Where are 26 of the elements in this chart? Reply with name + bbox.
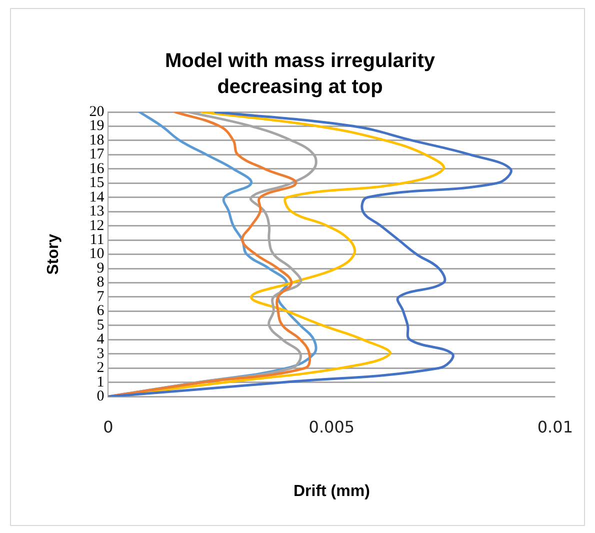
y-tick-label: 12 bbox=[89, 218, 104, 234]
y-tick-label: 3 bbox=[96, 346, 104, 362]
y-tick-label: 0 bbox=[96, 388, 104, 405]
y-tick-label: 4 bbox=[96, 332, 105, 348]
y-tick-label: 1 bbox=[96, 374, 104, 390]
y-axis-title: Story bbox=[45, 234, 62, 275]
x-tick-label: 0.005 bbox=[308, 417, 355, 436]
y-tick-label: 6 bbox=[96, 303, 105, 320]
y-tick-label: 14 bbox=[89, 189, 105, 206]
chart-title: Model with mass irregularity decreasing at top bbox=[164, 49, 436, 100]
y-tick-label: 2 bbox=[96, 360, 104, 376]
y-tick-label: 20 bbox=[89, 104, 104, 120]
y-tick-label: 17 bbox=[89, 146, 105, 163]
y-tick-label: 5 bbox=[96, 317, 104, 334]
y-tick-label: 10 bbox=[89, 246, 104, 262]
y-tick-label: 18 bbox=[89, 132, 104, 148]
y-tick-label: 13 bbox=[89, 204, 104, 220]
x-axis-title: Drift (mm) bbox=[293, 482, 370, 500]
y-tick-label: 11 bbox=[90, 232, 104, 248]
x-tick-label: 0.01 bbox=[537, 417, 573, 436]
y-tick-label: 7 bbox=[96, 288, 105, 305]
y-tick-label: 19 bbox=[89, 118, 104, 134]
y-tick-label: 16 bbox=[89, 160, 105, 177]
y-tick-label: 8 bbox=[96, 274, 104, 291]
y-tick-label: 15 bbox=[89, 175, 104, 192]
y-tick-label: 9 bbox=[96, 260, 104, 276]
